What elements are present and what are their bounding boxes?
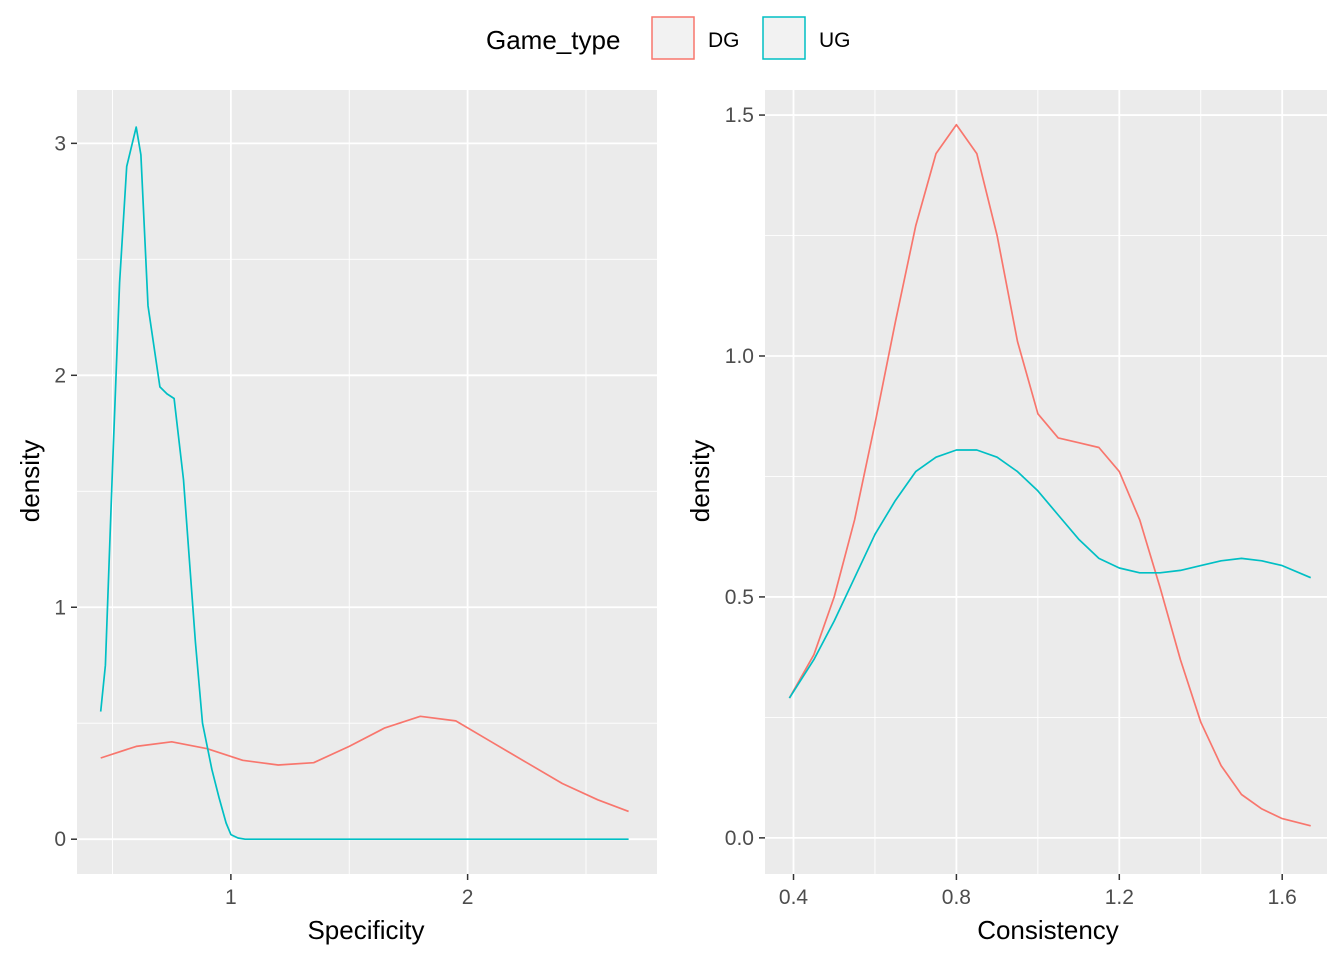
legend: Game_type DG UG bbox=[486, 16, 851, 60]
x-axis-title: Specificity bbox=[307, 915, 424, 945]
y-tick-label: 1.5 bbox=[725, 104, 754, 127]
legend-title: Game_type bbox=[486, 25, 620, 55]
x-axis-title: Consistency bbox=[977, 915, 1119, 945]
panel-background bbox=[765, 90, 1327, 874]
legend-key-ug bbox=[762, 16, 806, 60]
consistency-density-panel: 0.4 0.8 1.2 1.6 0.0 0.5 1.0 1.5 Consistency den… bbox=[685, 90, 1327, 945]
y-axis-title: density bbox=[15, 440, 45, 522]
density-line-dg bbox=[100, 715, 629, 813]
y-tick-label: 0 bbox=[54, 828, 66, 851]
plot-area: 1 2 0 1 2 3 bbox=[54, 90, 657, 909]
y-tick-label: 0.0 bbox=[725, 827, 754, 850]
x-tick-label: 1.6 bbox=[1268, 886, 1297, 909]
x-tick-label: 1.2 bbox=[1105, 886, 1134, 909]
density-line-ug bbox=[99, 126, 629, 841]
density-line-dg bbox=[788, 123, 1311, 827]
panel-background bbox=[77, 90, 657, 874]
legend-label-dg: DG bbox=[708, 29, 740, 52]
x-tick-label: 1 bbox=[225, 886, 237, 909]
x-tick-label: 0.4 bbox=[779, 886, 809, 909]
specificity-density-panel: 1 2 0 1 2 3 Specificity density bbox=[15, 90, 657, 945]
plot-area: 0.4 0.8 1.2 1.6 0.0 0.5 1.0 1.5 bbox=[725, 90, 1327, 909]
y-tick-label: 0.5 bbox=[725, 586, 754, 609]
y-tick-label: 2 bbox=[54, 364, 66, 387]
y-tick-label: 1 bbox=[54, 596, 66, 619]
x-tick-label: 2 bbox=[462, 886, 474, 909]
y-axis-title: density bbox=[685, 440, 715, 522]
x-tick-label: 0.8 bbox=[942, 886, 971, 909]
y-tick-label: 1.0 bbox=[725, 345, 754, 368]
y-tick-label: 3 bbox=[54, 132, 66, 155]
legend-key-dg bbox=[651, 16, 695, 60]
density-line-ug bbox=[788, 449, 1312, 699]
legend-label-ug: UG bbox=[819, 29, 851, 52]
